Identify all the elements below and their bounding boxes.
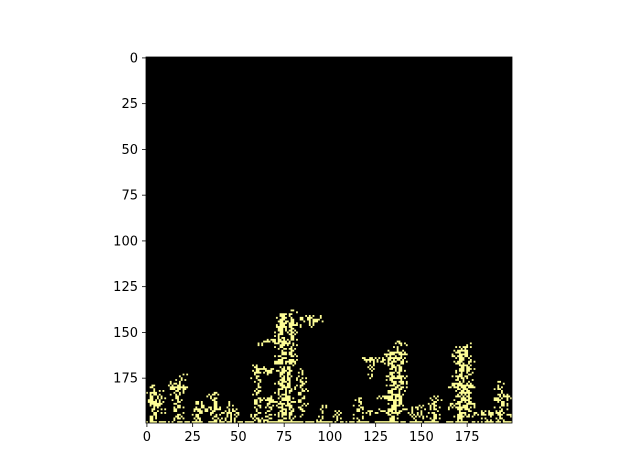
x-tick-label: 125	[363, 430, 388, 445]
x-tick-label: 50	[230, 430, 247, 445]
y-tick-label: 150	[113, 326, 138, 341]
y-tick-label: 50	[121, 143, 138, 158]
y-tick-label: 0	[130, 51, 138, 66]
x-axis: 0 25 50 75 100 125 150 175	[143, 423, 480, 445]
x-tick-label: 100	[318, 430, 343, 445]
x-tick-label: 175	[455, 430, 480, 445]
y-tick-label: 100	[113, 234, 138, 249]
heatmap-background	[146, 57, 512, 423]
y-tick-label: 75	[121, 189, 138, 204]
y-tick-label: 175	[113, 372, 138, 387]
x-tick-label: 0	[143, 430, 151, 445]
y-tick-label: 25	[121, 97, 138, 112]
x-tick-label: 150	[409, 430, 434, 445]
axes-frame	[145, 56, 513, 424]
y-axis: 0 25 50 75 100 125 150 175	[113, 51, 146, 387]
y-tick-label: 125	[113, 280, 138, 295]
x-tick-label: 75	[276, 430, 293, 445]
plot-area	[145, 56, 513, 424]
x-tick-label: 25	[184, 430, 201, 445]
